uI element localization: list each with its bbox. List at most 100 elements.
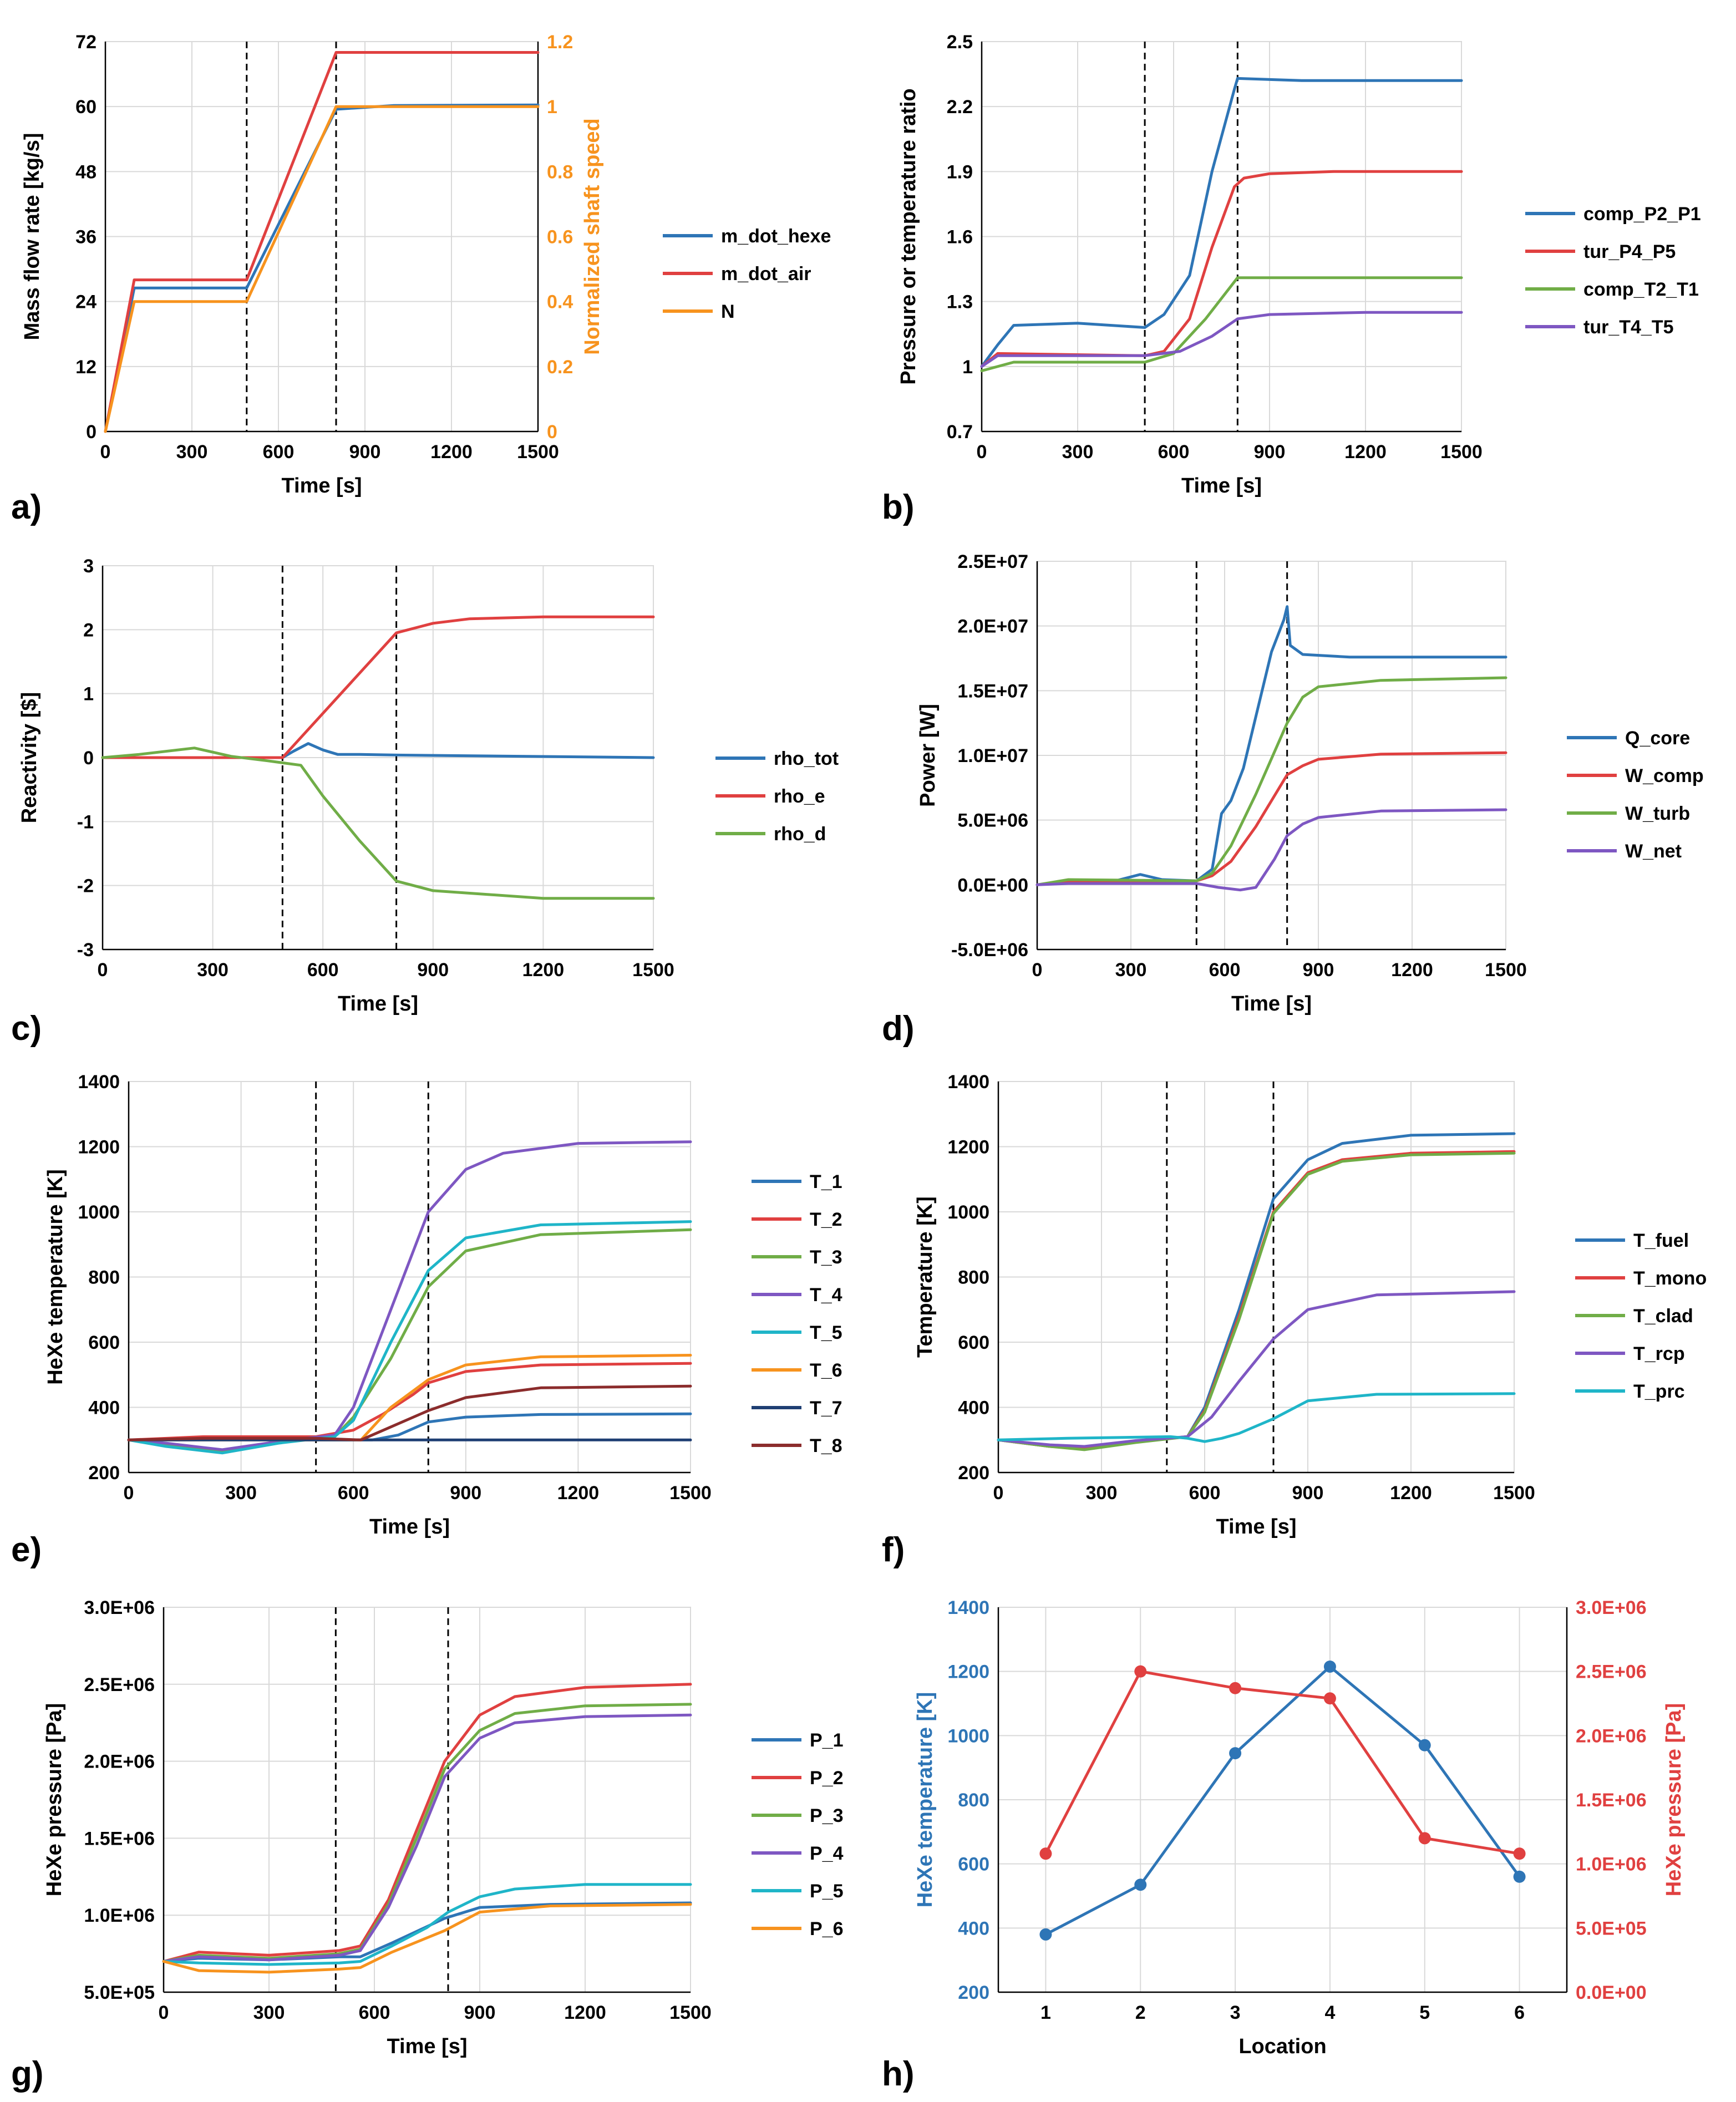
x-tick-label: 300 <box>1086 1482 1118 1504</box>
y2-tick-label: 0 <box>547 422 557 443</box>
y-tick-label: 1000 <box>947 1202 989 1223</box>
panel-label-g: g) <box>11 2055 44 2093</box>
panel-label-h: h) <box>882 2055 915 2093</box>
y2-tick-label: 1.5E+06 <box>1576 1790 1647 1811</box>
data-point-HeXe pressure <box>1229 1682 1242 1694</box>
series-line-tur_T4_T5 <box>980 311 1463 368</box>
chart-panel-f: f) 0 300 600 900 1200 1500 200 400 600 800 1000 120… <box>882 1072 1707 1569</box>
y-axis-title: HeXe temperature [K] <box>44 1169 67 1385</box>
y-tick-label: -1 <box>77 811 94 832</box>
x-tick-label: 600 <box>1209 959 1241 981</box>
y-tick-label: 36 <box>75 227 97 248</box>
y-tick-label: 2.0E+07 <box>957 616 1028 637</box>
y2-tick-label: 1.0E+06 <box>1576 1854 1647 1875</box>
y-tick-label: -3 <box>77 940 94 961</box>
y2-tick-label: 2.5E+06 <box>1576 1662 1647 1683</box>
series-line-m_dot_air <box>104 51 540 433</box>
x-tick-label: 0 <box>100 441 111 463</box>
y-tick-label: 1.3 <box>947 292 973 313</box>
panel-label-f: f) <box>882 1531 905 1569</box>
legend-label: P_1 <box>810 1730 844 1751</box>
x-tick-label: 4 <box>1324 2002 1335 2023</box>
legend-label: T_4 <box>810 1284 842 1306</box>
chart-panel-g: g) 0 300 600 900 1200 1500 5.0E+05 1.0E+06 1.5E+… <box>11 1597 844 2093</box>
x-tick-label: 600 <box>1158 441 1190 463</box>
y-tick-label: 2.2 <box>947 97 973 118</box>
y2-tick-label: 5.0E+05 <box>1576 1918 1647 1939</box>
x-tick-label: 1200 <box>430 441 473 463</box>
y-tick-label: 200 <box>958 1463 989 1484</box>
y-tick-label: 1 <box>83 684 94 705</box>
y-tick-label: 400 <box>88 1398 120 1419</box>
y-tick-label: 0 <box>86 422 97 443</box>
x-axis-title: Time [s] <box>1231 992 1312 1016</box>
x-tick-label: 900 <box>1292 1482 1324 1504</box>
x-tick-label: 0 <box>977 441 987 463</box>
y-tick-label: 1.5E+06 <box>84 1828 155 1849</box>
series-line-T_3 <box>127 1228 692 1453</box>
x-tick-label: 600 <box>338 1482 369 1504</box>
x-tick-label: 300 <box>197 959 229 981</box>
y-tick-label: 1.0E+06 <box>84 1905 155 1926</box>
data-point-HeXe pressure <box>1134 1665 1147 1678</box>
x-tick-label: 1200 <box>564 2002 606 2023</box>
data-point-HeXe pressure <box>1039 1847 1052 1860</box>
legend-label: T_3 <box>810 1247 842 1268</box>
y-tick-label: 1200 <box>947 1137 989 1158</box>
series-line-P_3 <box>162 1703 692 1963</box>
x-tick-label: 3 <box>1230 2002 1241 2023</box>
y-tick-label: 1.6 <box>947 227 973 248</box>
series-line-P_5 <box>162 1883 692 1966</box>
y-tick-label: 1.0E+07 <box>957 745 1028 766</box>
legend-label: rho_d <box>774 824 826 845</box>
y-tick-label: 1.9 <box>947 161 973 182</box>
x-tick-label: 2 <box>1135 2002 1146 2023</box>
x-tick-label: 1200 <box>1344 441 1387 463</box>
series-line-Q_core <box>1035 605 1507 886</box>
legend-label: P_5 <box>810 1881 844 1902</box>
y-tick-label: 1400 <box>78 1072 120 1093</box>
series-line-rho_d <box>101 747 655 900</box>
y-axis-title: Mass flow rate [kg/s] <box>21 133 44 341</box>
y2-tick-label: 0.0E+00 <box>1576 1982 1647 2003</box>
legend-label: tur_P4_P5 <box>1583 241 1676 262</box>
x-tick-label: 900 <box>349 441 381 463</box>
series-line-HeXe pressure <box>1044 1670 1521 1855</box>
y-tick-label: 1 <box>962 357 973 378</box>
legend-label: T_8 <box>810 1435 842 1456</box>
legend-label: W_turb <box>1625 803 1690 824</box>
legend-label: comp_P2_P1 <box>1583 204 1701 225</box>
y-tick-label: 800 <box>958 1790 989 1811</box>
panel-label-c: c) <box>11 1009 42 1048</box>
series-line-T_rcp <box>997 1290 1516 1448</box>
y-axis-title: Pressure or temperature ratio <box>897 88 920 384</box>
x-axis-title: Time [s] <box>1181 474 1262 497</box>
legend-label: T_7 <box>810 1398 842 1419</box>
plot-area-g <box>163 1607 691 1993</box>
x-tick-label: 600 <box>263 441 295 463</box>
series-line-rho_e <box>101 615 655 759</box>
x-tick-label: 6 <box>1514 2002 1525 2023</box>
y-tick-label: 200 <box>88 1463 120 1484</box>
y-tick-label: 200 <box>958 1982 989 2003</box>
x-axis-title: Time [s] <box>1216 1515 1296 1539</box>
y-tick-label: 0.0E+00 <box>957 875 1028 896</box>
legend-label: N <box>721 301 735 322</box>
y-tick-label: 2.0E+06 <box>84 1751 155 1773</box>
legend-label: T_5 <box>810 1322 842 1343</box>
x-tick-label: 1500 <box>632 959 674 981</box>
legend-label: W_comp <box>1625 765 1704 786</box>
legend-label: P_3 <box>810 1805 844 1826</box>
x-tick-label: 1500 <box>1485 959 1527 981</box>
x-tick-label: 1200 <box>1390 1482 1432 1504</box>
y-tick-label: 0 <box>83 748 94 769</box>
panel-label-a: a) <box>11 488 42 526</box>
x-tick-label: 1500 <box>669 2002 712 2023</box>
x-tick-label: 300 <box>225 1482 257 1504</box>
y-tick-label: 48 <box>75 161 97 182</box>
x-tick-label: 1500 <box>669 1482 712 1504</box>
x-tick-label: 600 <box>307 959 339 981</box>
x-tick-label: 900 <box>450 1482 481 1504</box>
chart-panel-a: a) 0 300 600 900 1200 1500012243648607200.20.… <box>11 32 831 526</box>
